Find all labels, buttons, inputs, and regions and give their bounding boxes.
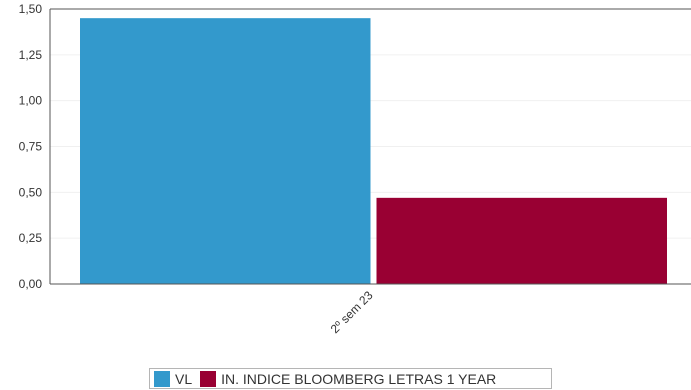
y-tick-label: 0,75: [19, 140, 43, 154]
x-category-label: 2º sem 23: [328, 288, 376, 336]
bars: [80, 18, 668, 285]
y-tick-label: 1,00: [19, 94, 43, 108]
legend-label-vl: VL: [175, 370, 193, 387]
legend-item-vl[interactable]: VL: [154, 370, 193, 387]
legend-item-index[interactable]: IN. INDICE BLOOMBERG LETRAS 1 YEAR: [200, 370, 497, 387]
bar-index[interactable]: [376, 197, 668, 284]
legend-label-index: IN. INDICE BLOOMBERG LETRAS 1 YEAR: [221, 370, 497, 387]
y-tick-label: 1,25: [19, 48, 43, 62]
bar-chart: 0,00 0,25 0,50 0,75 1,00 1,25 1,50 2º sem 23: [19, 2, 691, 336]
y-axis-ticks: 0,00 0,25 0,50 0,75 1,00 1,25 1,50: [19, 2, 43, 291]
x-axis-labels: 2º sem 23: [328, 288, 376, 336]
legend-swatch-vl: [154, 370, 170, 387]
legend: VL IN. INDICE BLOOMBERG LETRAS 1 YEAR: [149, 368, 552, 389]
y-tick-label: 0,50: [19, 185, 43, 199]
legend-swatch-index: [200, 370, 217, 387]
y-tick-label: 1,50: [19, 2, 43, 16]
y-tick-label: 0,00: [19, 277, 43, 291]
bar-vl[interactable]: [80, 18, 371, 285]
y-tick-label: 0,25: [19, 231, 43, 245]
